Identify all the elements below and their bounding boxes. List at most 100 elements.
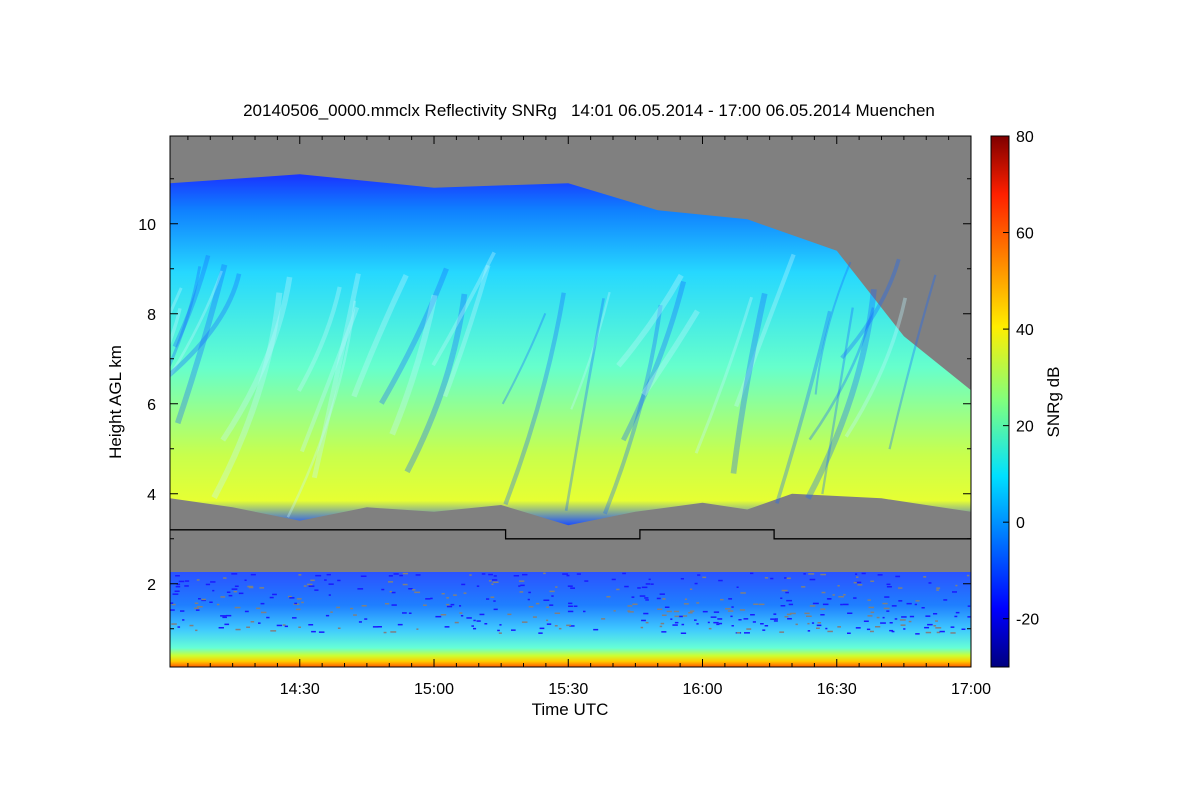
noise-speck [847,612,853,614]
noise-speck [707,621,710,624]
noise-speck [786,613,792,616]
noise-speck [212,589,215,592]
noise-speck [728,598,733,600]
noise-speck [702,610,708,613]
noise-speck [289,597,295,599]
noise-speck [903,628,906,630]
fall-streak [840,258,901,360]
noise-speck [847,632,851,634]
noise-speck [950,626,955,628]
noise-speck [631,596,635,598]
noise-speck [570,587,576,589]
noise-speck [324,579,327,581]
noise-speck [820,608,826,610]
noise-speck [328,594,331,596]
noise-speck [870,580,875,582]
noise-speck [812,602,819,605]
noise-speck [795,623,798,626]
noise-speck [479,613,485,616]
noise-speck [554,612,561,614]
noise-speck [780,597,783,599]
noise-speck [337,579,341,582]
noise-speck [877,574,883,576]
noise-speck [408,588,413,590]
noise-speck [416,628,419,630]
noise-speck [921,607,925,609]
noise-speck [900,624,906,626]
noise-speck [430,597,433,600]
noise-speck [218,627,224,629]
noise-speck [408,612,412,614]
x-tick-label: 14:30 [280,681,320,698]
noise-speck [210,581,216,583]
noise-speck [476,585,480,587]
noise-speck [750,572,754,575]
noise-speck [827,630,833,633]
noise-speck [694,582,698,585]
noise-speck [808,573,815,575]
noise-speck [170,602,174,604]
noise-speck [891,630,895,633]
noise-speck [554,625,558,627]
noise-speck [752,621,756,623]
noise-speck [909,615,915,618]
noise-speck [882,602,888,605]
noise-speck [804,612,810,615]
noise-speck [539,627,545,630]
noise-speck [899,619,906,621]
noise-speck [385,603,390,605]
noise-speck [645,621,649,624]
noise-speck [645,583,651,585]
fall-streak [501,312,547,405]
noise-speck [226,591,231,593]
noise-speck [832,594,835,596]
fall-streak [170,287,183,317]
fall-streak [888,274,937,450]
noise-speck [532,616,537,618]
noise-speck [875,626,881,628]
noise-speck [856,576,859,578]
noise-speck [244,610,249,613]
noise-speck [175,585,181,588]
noise-speck [256,607,261,610]
y-axis: 2 4 6 8 10 [138,178,971,630]
noise-speck [770,618,777,620]
noise-speck [718,622,723,625]
noise-speck [661,614,667,616]
fall-streak [431,251,496,367]
noise-speck [294,602,298,605]
noise-speck [486,598,490,600]
noise-speck [684,598,688,600]
noise-speck [330,611,333,613]
noise-speck [889,622,893,624]
noise-speck [357,588,364,590]
noise-speck [350,607,354,610]
noise-speck [223,577,227,579]
noise-speck [325,614,330,617]
noise-speck [244,579,247,581]
noise-speck [664,606,670,608]
fall-streak [299,306,360,453]
noise-speck [616,588,620,591]
noise-speck [740,592,746,594]
fall-streak [641,309,700,397]
noise-speck [235,628,241,631]
noise-speck [702,576,707,579]
noise-speck [925,615,931,617]
noise-speck [648,578,651,581]
noise-speck [493,575,497,577]
noise-speck [641,619,646,622]
noise-speck [576,573,581,575]
noise-speck [660,622,665,625]
noise-speck [855,573,858,575]
noise-speck [172,593,179,595]
fall-streak [570,291,611,410]
noise-speck [643,612,649,615]
noise-speck [484,623,488,625]
noise-speck [644,597,649,599]
x-tick-label: 15:00 [414,681,454,698]
noise-speck [674,621,679,624]
noise-speck [566,624,572,627]
noise-speck [936,587,941,589]
noise-speck [661,631,667,633]
